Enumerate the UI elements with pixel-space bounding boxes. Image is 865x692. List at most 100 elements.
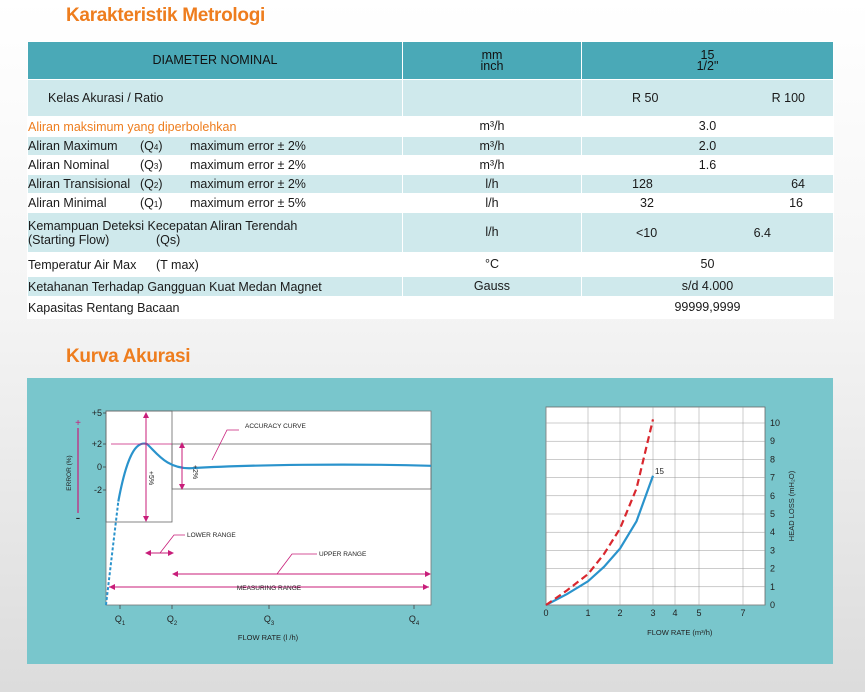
y-tick-label: -2	[94, 485, 102, 495]
row-value: 50	[581, 252, 834, 277]
accuracy-chart-panel: +5 +2 0 -2 +5% +2% ACCURACY CURVE LOWER RANGE UP…	[27, 378, 833, 664]
arrowhead	[109, 584, 115, 590]
row-unit: l/h	[402, 193, 582, 213]
x-tick-label: 2	[617, 608, 622, 618]
x-tick-label: 3	[650, 608, 655, 618]
y-tick-label: +5	[92, 408, 102, 418]
x-tick-label: Q2	[167, 614, 178, 627]
annotation-measuring-range: MEASURING RANGE	[237, 585, 302, 592]
section-title-metrology: Karakteristik Metrologi	[66, 5, 265, 26]
value-r100: 64	[791, 177, 805, 191]
annotation-accuracy-curve: ACCURACY CURVE	[245, 423, 306, 430]
row-label: Kapasitas Rentang Bacaan	[27, 296, 403, 319]
table-row-ratio: Kelas Akurasi / Ratio R 50 R 100	[27, 79, 834, 117]
x-tick-label: Q3	[264, 614, 275, 627]
table-row-temperature: Temperatur Air Max (T max) °C 50	[27, 252, 834, 277]
annotation-plus: +	[75, 418, 81, 429]
y-tick-label: 2	[770, 564, 775, 574]
row-unit: l/h	[402, 174, 582, 194]
row-unit: °C	[402, 252, 582, 277]
table-row-q2: Aliran Transisional (Q2) maximum error ± 2…	[27, 174, 834, 194]
row-label: Aliran Maximum (Q4) maximum error ± 2%	[27, 136, 403, 156]
y-tick-label: 4	[770, 527, 775, 537]
x-tick-label: 4	[672, 608, 677, 618]
spec-table: DIAMETER NOMINAL mm inch 15 1/2" Kelas Aku…	[27, 41, 834, 319]
annotation-size-15: 15	[655, 467, 664, 476]
header-unit: mm inch	[402, 41, 582, 80]
accuracy-plot-area	[105, 410, 432, 606]
y-tick-label: 0	[770, 600, 775, 610]
header-value: 15 1/2"	[581, 41, 834, 80]
row-unit: Gauss	[402, 276, 582, 297]
row-unit: m³/h	[402, 116, 582, 137]
headloss-plot-area	[545, 406, 766, 606]
x-tick-label: 7	[740, 608, 745, 618]
upper-range-box	[171, 443, 432, 490]
accuracy-xlabel: FLOW RATE (l /h)	[238, 633, 299, 642]
row-label: Kelas Akurasi / Ratio	[27, 79, 403, 117]
accuracy-curve-leader	[211, 429, 239, 461]
row-unit: m³/h	[402, 155, 582, 175]
table-row-q3: Aliran Nominal (Q3) maximum error ± 2% m³/…	[27, 155, 834, 175]
lower-range-leader	[159, 534, 185, 554]
header-diameter-label: DIAMETER NOMINAL	[27, 41, 403, 80]
row-label: Aliran Transisional (Q2) maximum error ± 2…	[27, 174, 403, 194]
y-tick-label: 5	[770, 509, 775, 519]
headloss-ylabel: HEAD LOSS (mH₂O)	[787, 470, 796, 541]
x-tick-label: Q4	[409, 614, 420, 627]
row-unit: m³/h	[402, 136, 582, 156]
value-r50: 128	[632, 177, 653, 191]
arrowhead	[179, 484, 185, 490]
y-tick-label: 8	[770, 454, 775, 464]
y-tick-label: 9	[770, 436, 775, 446]
arrowhead	[143, 516, 149, 522]
arrowhead	[143, 412, 149, 418]
accuracy-curve	[117, 442, 432, 502]
ratio-r50: R 50	[632, 91, 659, 105]
row-label: Kemampuan Deteksi Kecepatan Aliran Teren…	[27, 212, 403, 253]
table-row-q1: Aliran Minimal (Q1) maximum error ± 5% l/h…	[27, 193, 834, 213]
row-value: s/d 4.000	[581, 276, 834, 297]
value-r100: 16	[789, 196, 803, 210]
arrowhead	[168, 550, 174, 556]
x-tick-label: 0	[543, 608, 548, 618]
arrowhead	[172, 571, 178, 577]
arrowhead	[145, 550, 151, 556]
headloss-curve	[545, 475, 655, 606]
row-value: 1.6	[581, 155, 834, 175]
x-tick-label: Q1	[115, 614, 126, 627]
annotation-plus2: +2%	[191, 465, 198, 479]
value-r50: 32	[640, 196, 654, 210]
row-label: Aliran maksimum yang diperbolehkan	[27, 116, 403, 137]
y-tick-label: 3	[770, 545, 775, 555]
y-tick-label: 7	[770, 473, 775, 483]
table-row-max-flow: Aliran maksimum yang diperbolehkan m³/h …	[27, 116, 834, 137]
table-row-magnet: Ketahanan Terhadap Gangguan Kuat Medan M…	[27, 276, 834, 297]
accuracy-curve-dashed	[105, 501, 120, 606]
arrowhead	[425, 571, 431, 577]
arrowhead	[423, 584, 429, 590]
row-label: Temperatur Air Max (T max)	[27, 252, 403, 277]
table-row-q4: Aliran Maximum (Q4) maximum error ± 2% m³/…	[27, 136, 834, 156]
headloss-curve-dashed	[545, 419, 655, 606]
accuracy-ylabel: ERROR (%)	[66, 455, 73, 490]
y-tick-label: 0	[97, 462, 102, 472]
row-label: Ketahanan Terhadap Gangguan Kuat Medan M…	[27, 276, 403, 297]
y-tick-label: 1	[770, 582, 775, 592]
ratio-r100: R 100	[771, 91, 805, 105]
x-tick-label: 1	[585, 608, 590, 618]
y-tick-label: 10	[770, 418, 780, 428]
section-title-accuracy-curve: Kurva Akurasi	[66, 346, 191, 367]
x-tick-label: 5	[696, 608, 701, 618]
arrowhead	[179, 442, 185, 448]
row-value: 2.0	[581, 136, 834, 156]
y-tick-label: 6	[770, 491, 775, 501]
row-value: 99999,9999	[581, 296, 834, 319]
y-tick-label: +2	[92, 439, 102, 449]
table-row-starting-flow: Kemampuan Deteksi Kecepatan Aliran Teren…	[27, 212, 834, 253]
annotation-lower-range: LOWER RANGE	[187, 532, 236, 539]
row-label: Aliran Minimal (Q1) maximum error ± 5%	[27, 193, 403, 213]
value-r50: <10	[636, 225, 658, 240]
row-unit: l/h	[402, 212, 582, 253]
